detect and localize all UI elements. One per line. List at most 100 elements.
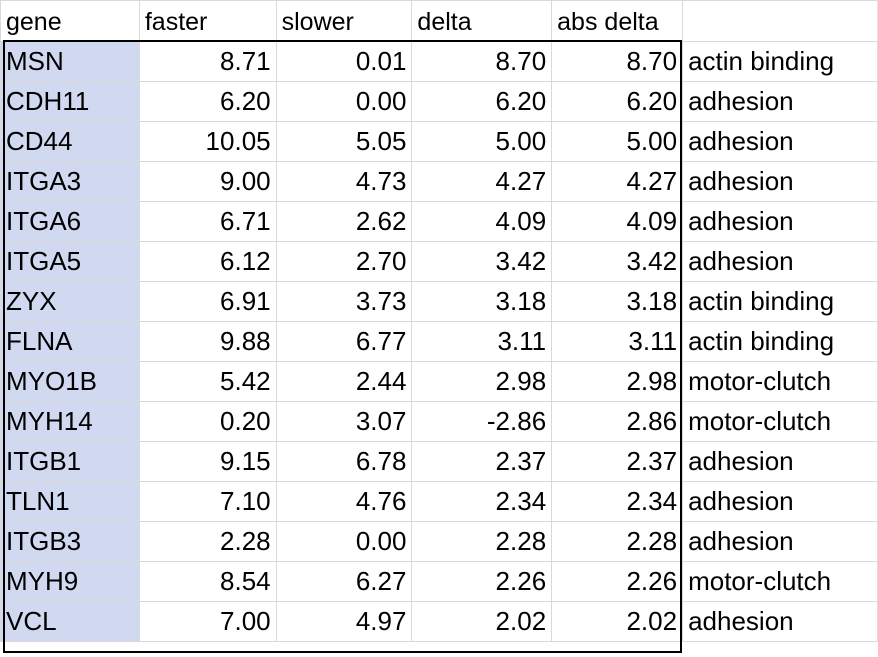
cell-slower[interactable]: 4.73	[275, 161, 413, 202]
cell-delta[interactable]: 3.11	[411, 321, 553, 362]
cell-delta[interactable]: 3.18	[411, 281, 553, 322]
cell-abs-delta[interactable]: 6.20	[551, 81, 684, 122]
column-header-abs-delta[interactable]: abs delta	[551, 0, 684, 42]
cell-abs-delta[interactable]: 2.26	[551, 561, 684, 602]
cell-slower[interactable]: 5.05	[275, 121, 413, 162]
cell-delta[interactable]: 6.20	[411, 81, 553, 122]
cell-slower[interactable]: 2.62	[275, 201, 413, 242]
cell-slower[interactable]: 0.00	[275, 521, 413, 562]
column-header-slower[interactable]: slower	[275, 0, 413, 42]
cell-abs-delta[interactable]: 4.09	[551, 201, 684, 242]
cell-category[interactable]: motor-clutch	[682, 561, 878, 602]
column-header-category[interactable]	[682, 0, 878, 42]
cell-delta[interactable]: -2.86	[411, 401, 553, 442]
cell-category[interactable]: motor-clutch	[682, 401, 878, 442]
cell-faster[interactable]: 5.42	[138, 361, 277, 402]
cell-gene[interactable]: ITGB3	[0, 521, 140, 562]
cell-faster[interactable]: 7.00	[138, 601, 277, 642]
cell-abs-delta[interactable]: 2.34	[551, 481, 684, 522]
cell-gene[interactable]: ZYX	[0, 281, 140, 322]
cell-delta[interactable]: 2.28	[411, 521, 553, 562]
table-row: MYH14 0.20 3.07 -2.86 2.86 motor-clutch	[0, 401, 878, 442]
cell-faster[interactable]: 8.71	[138, 41, 277, 82]
cell-faster[interactable]: 9.88	[138, 321, 277, 362]
cell-category[interactable]: adhesion	[682, 241, 878, 282]
cell-category[interactable]: motor-clutch	[682, 361, 878, 402]
cell-category[interactable]: adhesion	[682, 201, 878, 242]
cell-faster[interactable]: 6.71	[138, 201, 277, 242]
cell-faster[interactable]: 9.15	[138, 441, 277, 482]
cell-delta[interactable]: 4.09	[411, 201, 553, 242]
cell-abs-delta[interactable]: 3.11	[551, 321, 684, 362]
cell-category[interactable]: actin binding	[682, 281, 878, 322]
cell-slower[interactable]: 2.44	[275, 361, 413, 402]
cell-category[interactable]: adhesion	[682, 81, 878, 122]
cell-slower[interactable]: 2.70	[275, 241, 413, 282]
cell-category[interactable]: adhesion	[682, 521, 878, 562]
cell-gene[interactable]: VCL	[0, 601, 140, 642]
column-header-delta[interactable]: delta	[411, 0, 553, 42]
cell-abs-delta[interactable]: 2.02	[551, 601, 684, 642]
cell-slower[interactable]: 4.76	[275, 481, 413, 522]
cell-gene[interactable]: ITGA6	[0, 201, 140, 242]
cell-delta[interactable]: 3.42	[411, 241, 553, 282]
cell-slower[interactable]: 6.78	[275, 441, 413, 482]
cell-slower[interactable]: 6.77	[275, 321, 413, 362]
cell-abs-delta[interactable]: 3.18	[551, 281, 684, 322]
cell-delta[interactable]: 5.00	[411, 121, 553, 162]
cell-faster[interactable]: 6.12	[138, 241, 277, 282]
cell-faster[interactable]: 8.54	[138, 561, 277, 602]
cell-gene[interactable]: MYH14	[0, 401, 140, 442]
cell-faster[interactable]: 2.28	[138, 521, 277, 562]
cell-faster[interactable]: 0.20	[138, 401, 277, 442]
cell-category[interactable]: adhesion	[682, 481, 878, 522]
cell-category[interactable]: actin binding	[682, 321, 878, 362]
cell-delta[interactable]: 2.34	[411, 481, 553, 522]
cell-category[interactable]: adhesion	[682, 601, 878, 642]
cell-faster[interactable]: 9.00	[138, 161, 277, 202]
cell-abs-delta[interactable]: 2.37	[551, 441, 684, 482]
cell-faster[interactable]: 7.10	[138, 481, 277, 522]
cell-delta[interactable]: 8.70	[411, 41, 553, 82]
cell-abs-delta[interactable]: 2.28	[551, 521, 684, 562]
cell-abs-delta[interactable]: 3.42	[551, 241, 684, 282]
cell-slower[interactable]: 6.27	[275, 561, 413, 602]
cell-delta[interactable]: 2.98	[411, 361, 553, 402]
cell-delta[interactable]: 2.02	[411, 601, 553, 642]
cell-faster[interactable]: 6.20	[138, 81, 277, 122]
column-header-gene[interactable]: gene	[0, 0, 140, 42]
cell-gene[interactable]: MYH9	[0, 561, 140, 602]
cell-slower[interactable]: 3.73	[275, 281, 413, 322]
cell-faster[interactable]: 10.05	[138, 121, 277, 162]
cell-abs-delta[interactable]: 2.86	[551, 401, 684, 442]
cell-abs-delta[interactable]: 8.70	[551, 41, 684, 82]
cell-abs-delta[interactable]: 4.27	[551, 161, 684, 202]
cell-category[interactable]: actin binding	[682, 41, 878, 82]
cell-slower[interactable]: 0.01	[275, 41, 413, 82]
cell-slower[interactable]: 0.00	[275, 81, 413, 122]
cell-category[interactable]: adhesion	[682, 121, 878, 162]
cell-gene[interactable]: ITGB1	[0, 441, 140, 482]
cell-abs-delta[interactable]: 2.98	[551, 361, 684, 402]
cell-gene[interactable]: ITGA5	[0, 241, 140, 282]
cell-gene[interactable]: ITGA3	[0, 161, 140, 202]
cell-delta[interactable]: 4.27	[411, 161, 553, 202]
table-row: ZYX 6.91 3.73 3.18 3.18 actin binding	[0, 281, 878, 322]
cell-gene[interactable]: TLN1	[0, 481, 140, 522]
cell-category[interactable]: adhesion	[682, 161, 878, 202]
cell-gene[interactable]: FLNA	[0, 321, 140, 362]
cell-gene[interactable]: MYO1B	[0, 361, 140, 402]
cell-delta[interactable]: 2.37	[411, 441, 553, 482]
cell-gene[interactable]: MSN	[0, 41, 140, 82]
table-row: MYO1B 5.42 2.44 2.98 2.98 motor-clutch	[0, 361, 878, 402]
cell-abs-delta[interactable]: 5.00	[551, 121, 684, 162]
cell-slower[interactable]: 3.07	[275, 401, 413, 442]
cell-slower[interactable]: 4.97	[275, 601, 413, 642]
cell-faster[interactable]: 6.91	[138, 281, 277, 322]
cell-gene[interactable]: CDH11	[0, 81, 140, 122]
column-header-faster[interactable]: faster	[138, 0, 277, 42]
cell-delta[interactable]: 2.26	[411, 561, 553, 602]
cell-gene[interactable]: CD44	[0, 121, 140, 162]
table-row: ITGA6 6.71 2.62 4.09 4.09 adhesion	[0, 201, 878, 242]
cell-category[interactable]: adhesion	[682, 441, 878, 482]
